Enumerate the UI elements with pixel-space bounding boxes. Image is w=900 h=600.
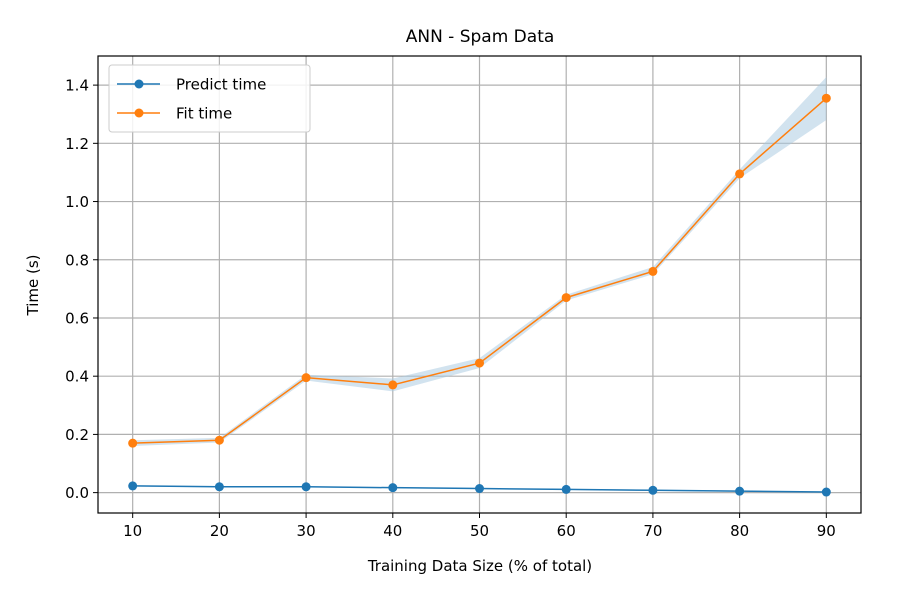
fit-time-point — [128, 438, 138, 448]
fit-time-point — [388, 380, 398, 390]
predict-time-point — [128, 481, 138, 491]
y-tick-label: 1.4 — [65, 77, 89, 95]
legend-marker-fit-time — [134, 108, 144, 118]
y-tick-label: 0.0 — [65, 484, 89, 502]
y-tick-label: 1.0 — [65, 193, 89, 211]
x-tick-label: 50 — [470, 522, 489, 540]
y-tick-label: 0.6 — [65, 309, 89, 327]
predict-time-point — [735, 486, 745, 496]
legend-marker-predict-time — [134, 79, 144, 89]
predict-time-point — [475, 484, 484, 494]
predict-time-point — [648, 485, 658, 495]
predict-time-point — [561, 484, 571, 494]
predict-time-point — [301, 482, 311, 492]
fit-time-point — [561, 293, 571, 303]
fit-time-point — [735, 169, 745, 179]
legend: Predict time Fit time — [108, 64, 311, 133]
x-axis: 10 20 30 40 50 60 70 80 90 — [123, 513, 836, 540]
predict-time-point — [821, 487, 831, 497]
x-tick-label: 70 — [643, 522, 662, 540]
x-tick-label: 80 — [730, 522, 749, 540]
y-tick-label: 1.2 — [65, 135, 89, 153]
legend-label-predict-time: Predict time — [176, 76, 266, 94]
x-tick-label: 20 — [210, 522, 229, 540]
predict-time-point — [214, 482, 224, 492]
y-axis: 0.0 0.2 0.4 0.6 0.8 1.0 1.2 1.4 — [65, 77, 98, 502]
fit-time-point — [214, 435, 224, 445]
fit-time-point — [475, 358, 484, 368]
x-tick-label: 90 — [817, 522, 836, 540]
fit-time-point — [821, 93, 831, 103]
y-tick-label: 0.4 — [65, 368, 89, 386]
x-tick-label: 10 — [123, 522, 142, 540]
chart-title: ANN - Spam Data — [406, 27, 555, 47]
fit-time-point — [648, 266, 658, 276]
series-lines — [128, 93, 831, 497]
y-tick-label: 0.8 — [65, 251, 89, 269]
x-tick-label: 30 — [297, 522, 316, 540]
legend-box — [108, 64, 311, 133]
y-tick-label: 0.2 — [65, 426, 89, 444]
predict-time-point — [388, 483, 398, 493]
x-axis-label: Training Data Size (% of total) — [367, 557, 592, 575]
x-tick-label: 60 — [557, 522, 576, 540]
legend-label-fit-time: Fit time — [176, 105, 232, 123]
fit-time-point — [301, 373, 311, 383]
x-tick-label: 40 — [383, 522, 402, 540]
y-axis-label: Time (s) — [24, 255, 42, 317]
